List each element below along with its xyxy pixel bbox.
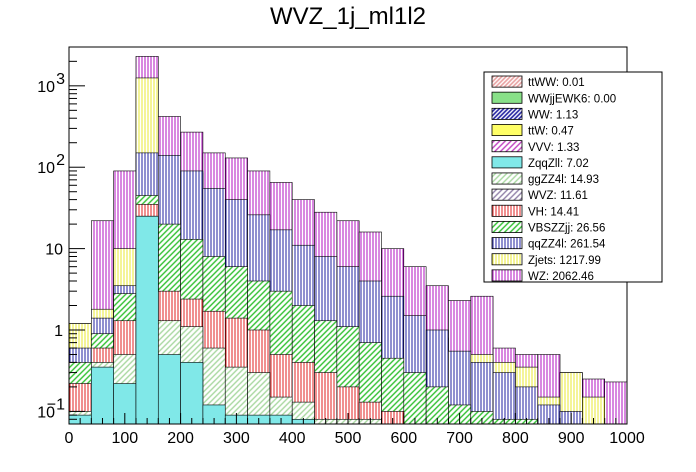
x-tick-label: 0: [65, 430, 74, 447]
bar-zqqzll-bin-3: [135, 215, 159, 425]
legend-swatch-ttw: [491, 124, 523, 137]
legend-label-wwjjewk6: WWjjEWK6: 0.00: [528, 93, 616, 105]
legend-swatch-ggzz4l: [491, 172, 523, 185]
x-axis: 0 100 200 300 400 500 600 700 800 900 1000: [65, 413, 645, 447]
bar-wz-bin-24: [604, 381, 628, 425]
legend-label-ttww: ttWW: 0.01: [528, 77, 585, 89]
legend-label-ttw: ttW: 0.47: [528, 126, 574, 138]
x-tick-label: 100: [111, 430, 138, 447]
y-tick-exponent: 2: [56, 152, 65, 169]
bar-zqqzll-bin-4: [157, 354, 181, 425]
legend-label-ggzz4l: ggZZ4l: 14.93: [528, 174, 599, 186]
y-tick-label: 10: [37, 79, 55, 96]
legend-swatch-zqqzll: [491, 156, 523, 169]
x-tick-label: 1000: [609, 430, 645, 447]
x-tick-label: 200: [167, 430, 194, 447]
x-tick-label: 700: [446, 430, 473, 447]
legend-label-vbszzjj: VBSZZjj: 26.56: [528, 223, 605, 235]
legend-label-vvv: VVV: 1.33: [528, 142, 579, 154]
bar-zqqzll-bin-5: [180, 362, 204, 425]
y-tick-exponent: 3: [56, 71, 65, 88]
bar-zqqzll-bin-1: [91, 366, 114, 425]
legend-swatch-ww: [491, 107, 523, 120]
legend-label-vh: VH: 14.41: [528, 206, 579, 218]
x-tick-label: 800: [502, 430, 529, 447]
legend-swatch-vvv: [491, 140, 523, 153]
legend-label-qqzz4l: qqZZ4l: 261.54: [528, 239, 606, 251]
bar-vbszzjj-bin-15: [403, 372, 427, 425]
legend-swatch-wvz: [491, 188, 523, 201]
y-tick-label: 10: [37, 404, 55, 421]
bar-vh-bin-11: [314, 372, 338, 425]
x-tick-label: 300: [223, 430, 250, 447]
x-tick-label: 600: [390, 430, 417, 447]
legend-label-wz: WZ: 2062.46: [528, 271, 594, 283]
y-tick-label: 10: [45, 242, 63, 259]
legend-swatch-wz: [491, 269, 523, 282]
legend-swatch-qqzz4l: [491, 237, 523, 250]
y-tick-label: 10: [37, 160, 55, 177]
x-tick-label: 400: [279, 430, 306, 447]
y-tick-exponent: −1: [47, 396, 65, 413]
legend-label-ww: WW: 1.13: [528, 109, 578, 121]
legend-label-zqqzll: ZqqZll: 7.02: [528, 158, 589, 170]
bar-qqzz4l-bin-19: [492, 372, 516, 425]
legend-swatch-zjets: [491, 253, 523, 266]
chart-title: WVZ_1j_ml1l2: [270, 3, 426, 30]
legend-label-zjets: Zjets: 1217.99: [528, 255, 601, 267]
legend-swatch-wwjjewk6: [491, 91, 523, 104]
legend: ttWW: 0.01 WWjjEWK6: 0.00 WW: 1.13 ttW: 0.4…: [483, 71, 663, 283]
legend-swatch-vh: [491, 204, 523, 217]
y-tick-label: 1: [54, 323, 63, 340]
legend-swatch-ttww: [491, 75, 523, 88]
x-tick-label: 900: [558, 430, 585, 447]
x-tick-label: 500: [335, 430, 362, 447]
legend-swatch-vbszzjj: [491, 220, 523, 233]
legend-label-wvz: WVZ: 11.61: [528, 190, 588, 202]
